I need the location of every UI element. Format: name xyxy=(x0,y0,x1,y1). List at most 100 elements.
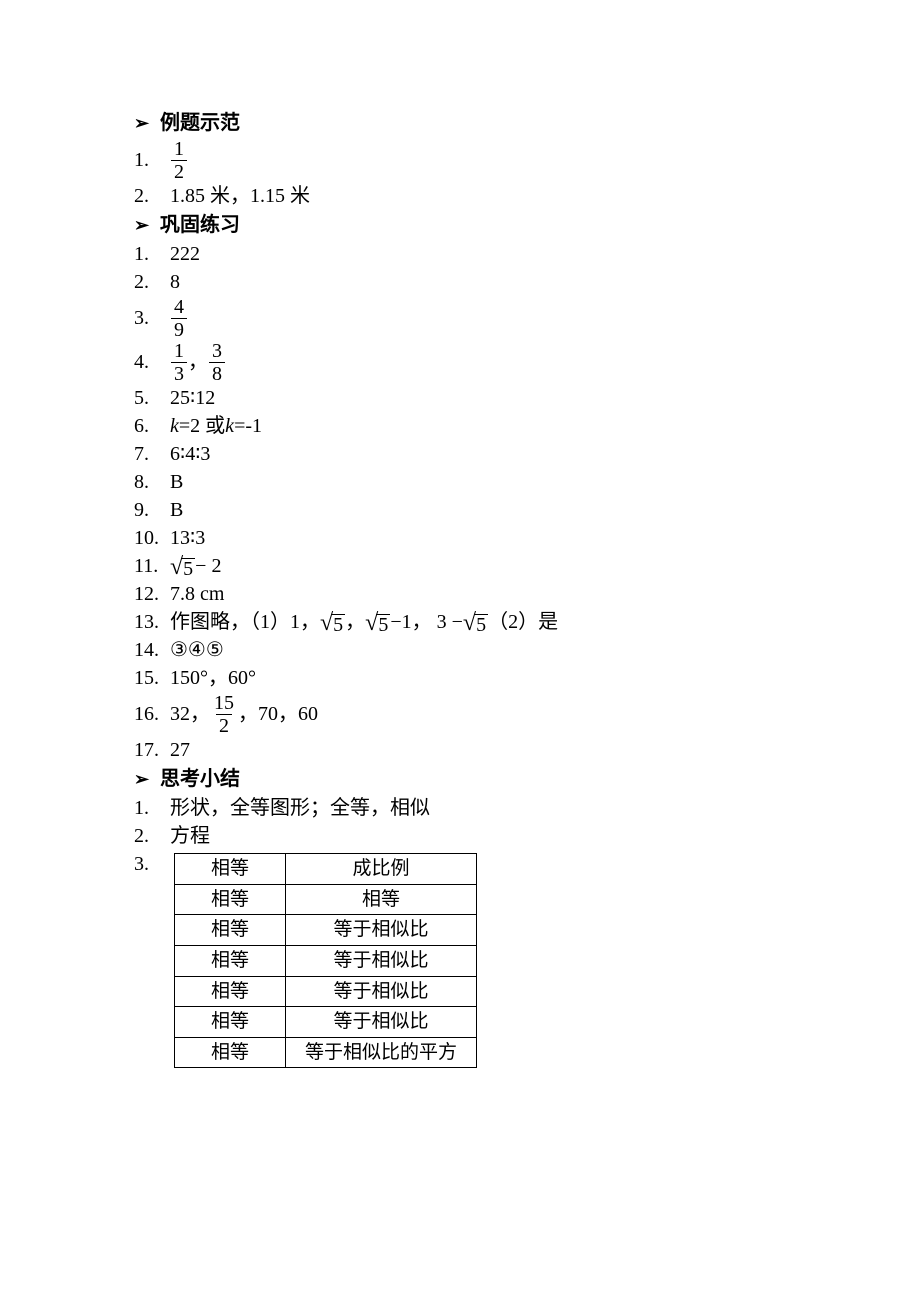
section-practice-title: 巩固练习 xyxy=(160,212,240,239)
summary-item-3: 3. 相等 成比例 相等 相等 相等 等于相似比 相等 等于相似比 相等 等于相… xyxy=(134,851,920,1068)
practice-item-14: 14. ③④⑤ xyxy=(134,637,920,664)
item-content: 13∶3 xyxy=(170,525,205,552)
fraction: 1 2 xyxy=(171,139,187,182)
item-number: 3. xyxy=(134,851,170,878)
item-number: 12. xyxy=(134,581,170,608)
table-cell: 相等 xyxy=(175,1037,286,1068)
table-cell: 等于相似比的平方 xyxy=(286,1037,477,1068)
item-content: 形状，全等图形；全等，相似 xyxy=(170,795,430,822)
practice-item-12: 12. 7.8 cm xyxy=(134,581,920,608)
item-content: 1 3 ， 3 8 xyxy=(170,341,226,384)
table-row: 相等 等于相似比的平方 xyxy=(175,1037,477,1068)
table-cell: 相等 xyxy=(175,1007,286,1038)
item-number: 8. xyxy=(134,469,170,496)
item-content: 6∶4∶3 xyxy=(170,441,210,468)
table-row: 相等 等于相似比 xyxy=(175,915,477,946)
item-content: 222 xyxy=(170,241,200,268)
table-row: 相等 相等 xyxy=(175,884,477,915)
table-cell: 相等 xyxy=(175,854,286,885)
chevron-right-icon: ➢ xyxy=(134,213,160,237)
practice-item-5: 5. 25∶12 xyxy=(134,385,920,412)
item-content: √ 5 − 2 xyxy=(170,553,221,580)
item-content: 25∶12 xyxy=(170,385,215,412)
practice-item-7: 7. 6∶4∶3 xyxy=(134,441,920,468)
document-page: ➢ 例题示范 1. 1 2 2. 1.85 米，1.15 米 ➢ 巩固练习 1.… xyxy=(0,0,920,1302)
fraction: 15 2 xyxy=(211,693,237,736)
item-number: 15. xyxy=(134,665,170,692)
section-practice-header: ➢ 巩固练习 xyxy=(134,212,920,239)
practice-item-16: 16. 32， 15 2 ，70，60 xyxy=(134,693,920,736)
sqrt: √ 5 xyxy=(365,611,390,635)
table-cell: 相等 xyxy=(175,915,286,946)
fraction: 1 3 xyxy=(171,341,187,384)
sqrt: √ 5 xyxy=(320,611,345,635)
item-number: 16. xyxy=(134,701,170,728)
practice-item-9: 9. B xyxy=(134,497,920,524)
table-row: 相等 等于相似比 xyxy=(175,976,477,1007)
item-content: 8 xyxy=(170,269,180,296)
chevron-right-icon: ➢ xyxy=(134,111,160,135)
sqrt: √ 5 xyxy=(463,611,488,635)
item-number: 7. xyxy=(134,441,170,468)
table-row: 相等 等于相似比 xyxy=(175,1007,477,1038)
item-number: 4. xyxy=(134,349,170,376)
table-cell: 相等 xyxy=(175,884,286,915)
item-number: 1. xyxy=(134,147,170,174)
practice-item-1: 1. 222 xyxy=(134,241,920,268)
practice-item-17: 17. 27 xyxy=(134,737,920,764)
item-content: k =2 或 k =-1 xyxy=(170,413,262,440)
practice-item-4: 4. 1 3 ， 3 8 xyxy=(134,341,920,384)
separator: ， xyxy=(188,349,208,376)
item-content: 7.8 cm xyxy=(170,581,224,608)
table-cell: 等于相似比 xyxy=(286,915,477,946)
item-number: 10. xyxy=(134,525,170,552)
item-content: B xyxy=(170,469,183,496)
item-number: 14. xyxy=(134,637,170,664)
summary-item-1: 1. 形状，全等图形；全等，相似 xyxy=(134,795,920,822)
sqrt: √ 5 xyxy=(170,555,195,579)
item-content: 1.85 米，1.15 米 xyxy=(170,183,310,210)
item-content: B xyxy=(170,497,183,524)
practice-item-15: 15. 150°，60° xyxy=(134,665,920,692)
item-number: 2. xyxy=(134,269,170,296)
table-cell: 相等 xyxy=(286,884,477,915)
item-number: 2. xyxy=(134,823,170,850)
table-row: 相等 等于相似比 xyxy=(175,945,477,976)
examples-item-1: 1. 1 2 xyxy=(134,139,920,182)
item-content: 32， 15 2 ，70，60 xyxy=(170,693,318,736)
item-content: 方程 xyxy=(170,823,210,850)
section-summary-header: ➢ 思考小结 xyxy=(134,766,920,793)
fraction: 4 9 xyxy=(171,297,187,340)
practice-item-8: 8. B xyxy=(134,469,920,496)
item-number: 11. xyxy=(134,553,170,580)
summary-item-2: 2. 方程 xyxy=(134,823,920,850)
table-cell: 等于相似比 xyxy=(286,1007,477,1038)
fraction: 3 8 xyxy=(209,341,225,384)
item-content: ③④⑤ xyxy=(170,637,224,664)
item-number: 2. xyxy=(134,183,170,210)
item-number: 5. xyxy=(134,385,170,412)
table-cell: 等于相似比 xyxy=(286,976,477,1007)
examples-item-2: 2. 1.85 米，1.15 米 xyxy=(134,183,920,210)
item-number: 1. xyxy=(134,795,170,822)
practice-item-11: 11. √ 5 − 2 xyxy=(134,553,920,580)
item-number: 13. xyxy=(134,609,170,636)
table-cell: 相等 xyxy=(175,976,286,1007)
table-cell: 相等 xyxy=(175,945,286,976)
table-cell: 等于相似比 xyxy=(286,945,477,976)
item-number: 9. xyxy=(134,497,170,524)
practice-item-10: 10. 13∶3 xyxy=(134,525,920,552)
item-content: 1 2 xyxy=(170,139,188,182)
chevron-right-icon: ➢ xyxy=(134,767,160,791)
item-content: 27 xyxy=(170,737,190,764)
item-content: 作图略，（1）1， √ 5 ， √ 5 −1， 3 − √ 5 （2）是 xyxy=(170,609,558,636)
section-examples-title: 例题示范 xyxy=(160,110,240,137)
answers-table: 相等 成比例 相等 相等 相等 等于相似比 相等 等于相似比 相等 等于相似比 … xyxy=(174,853,477,1068)
table-cell: 成比例 xyxy=(286,854,477,885)
item-number: 3. xyxy=(134,305,170,332)
item-number: 17. xyxy=(134,737,170,764)
section-summary-title: 思考小结 xyxy=(160,766,240,793)
section-examples-header: ➢ 例题示范 xyxy=(134,110,920,137)
item-content: 150°，60° xyxy=(170,665,256,692)
practice-item-13: 13. 作图略，（1）1， √ 5 ， √ 5 −1， 3 − √ 5 （2）是 xyxy=(134,609,920,636)
